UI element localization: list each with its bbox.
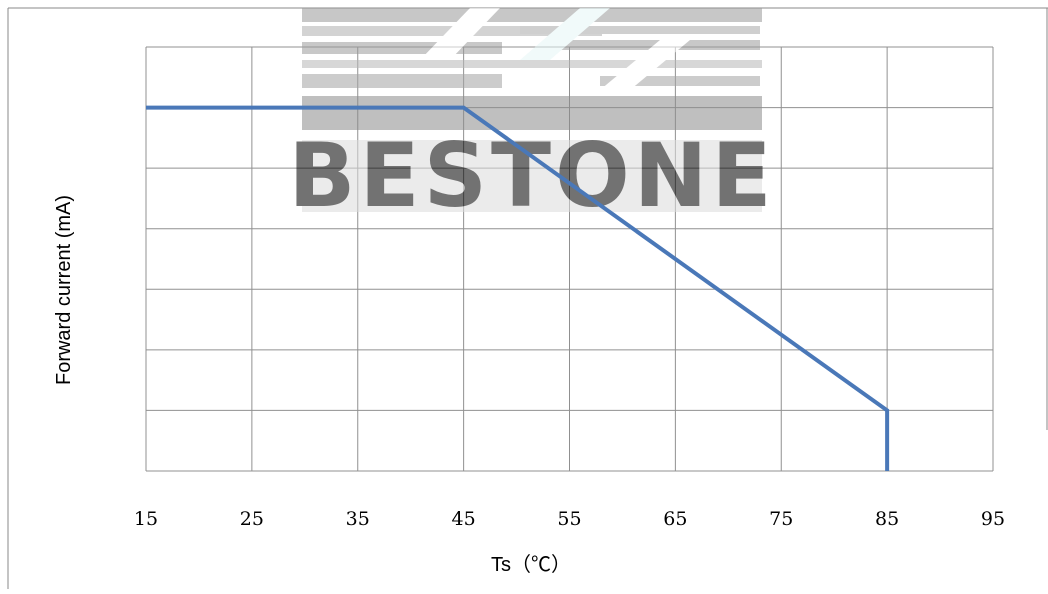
watermark-logo: BESTONE — [288, 8, 775, 227]
x-tick-labels: 15 25 35 45 55 65 75 85 95 — [134, 508, 1005, 530]
series-line — [146, 105, 890, 471]
x-tick-label: 15 — [134, 508, 158, 530]
x-tick-label: 55 — [557, 508, 581, 530]
x-tick-label: 45 — [452, 508, 476, 530]
x-tick-label: 95 — [981, 508, 1005, 530]
x-tick-label: 35 — [346, 508, 370, 530]
x-axis-label: Ts（℃） — [491, 553, 571, 576]
x-tick-label: 25 — [240, 508, 264, 530]
x-tick-label: 65 — [663, 508, 687, 530]
svg-text:BESTONE: BESTONE — [288, 124, 775, 227]
y-axis-label: Forward current (mA) — [53, 195, 75, 385]
x-tick-label: 85 — [875, 508, 899, 530]
x-tick-label: 75 — [769, 508, 793, 530]
